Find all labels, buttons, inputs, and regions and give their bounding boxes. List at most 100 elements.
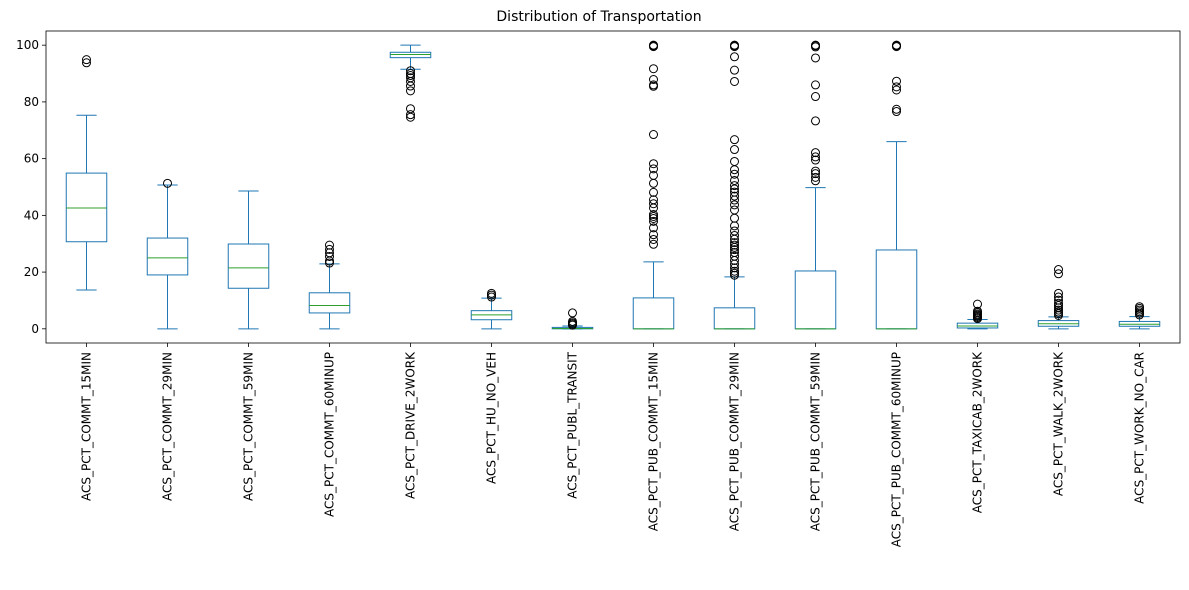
box [65, 172, 108, 243]
outlier-point [973, 299, 982, 309]
outlier-point [649, 159, 658, 169]
outlier-point [811, 172, 820, 182]
outlier-point [730, 175, 739, 185]
outlier-point [730, 213, 739, 223]
outlier-point [730, 238, 739, 248]
outlier-point [568, 308, 577, 318]
x-tick-label: ACS_PCT_COMMT_59MIN [242, 352, 256, 501]
outlier-point [649, 40, 658, 50]
outlier-point [649, 210, 658, 220]
chart-title: Distribution of Transportation [496, 9, 701, 25]
outlier-point [892, 40, 901, 50]
outlier-point [325, 240, 334, 250]
outlier-point [730, 205, 739, 215]
x-tick-label: ACS_PCT_COMMT_60MINUP [323, 352, 337, 517]
outlier-point [649, 130, 658, 140]
outlier-point [1054, 301, 1063, 311]
outlier-point [649, 216, 658, 226]
outlier-point [730, 76, 739, 86]
outlier-point [811, 53, 820, 63]
box-group [389, 44, 432, 122]
outlier-point [730, 240, 739, 250]
box-group [794, 40, 837, 330]
outlier-point [325, 244, 334, 254]
x-tick-label: ACS_PCT_WORK_NO_CAR [1133, 352, 1147, 504]
x-tick-label: ACS_PCT_PUB_COMMT_29MIN [728, 352, 742, 531]
outlier-point [82, 58, 91, 68]
outlier-point [649, 234, 658, 244]
outlier-point [892, 82, 901, 92]
outlier-point [730, 145, 739, 155]
outlier-point [811, 152, 820, 162]
outlier-point [730, 200, 739, 210]
box [713, 307, 756, 330]
outlier-point [730, 40, 739, 50]
outlier-point [892, 104, 901, 114]
outlier-point [1054, 298, 1063, 308]
outlier-point [406, 81, 415, 91]
outlier-point [811, 169, 820, 179]
x-tick-label: ACS_PCT_PUB_COMMT_15MIN [647, 352, 661, 531]
x-tick-label: ACS_PCT_PUBL_TRANSIT [566, 351, 580, 498]
box [308, 292, 351, 314]
outlier-point [730, 135, 739, 145]
outlier-point [1135, 302, 1144, 312]
y-tick-label: 60 [24, 152, 39, 166]
box-group [308, 240, 351, 330]
x-tick-label: ACS_PCT_PUB_COMMT_59MIN [809, 352, 823, 531]
outlier-point [1054, 269, 1063, 279]
outlier-point [811, 148, 820, 158]
outlier-point [568, 316, 577, 326]
outlier-point [1054, 305, 1063, 315]
plot-frame [45, 30, 1181, 344]
y-tick-label: 0 [31, 322, 39, 336]
box-group [551, 308, 594, 330]
outlier-point [811, 155, 820, 165]
outlier-point [82, 55, 91, 65]
outlier-point [649, 170, 658, 180]
box-group [632, 40, 675, 330]
outlier-point [406, 110, 415, 120]
x-tick-label: ACS_PCT_DRIVE_2WORK [404, 351, 418, 499]
outlier-point [1054, 265, 1063, 275]
box-group [65, 55, 108, 291]
x-tick-label: ACS_PCT_WALK_2WORK [1052, 351, 1066, 496]
box [227, 243, 270, 289]
y-tick-label: 40 [24, 208, 39, 222]
outlier-point [406, 69, 415, 79]
outlier-point [406, 86, 415, 96]
outlier-point [325, 251, 334, 261]
outlier-point [406, 73, 415, 83]
box-group [956, 299, 999, 330]
outlier-point [811, 40, 820, 50]
x-tick-label: ACS_PCT_COMMT_29MIN [161, 352, 175, 501]
outlier-point [892, 107, 901, 117]
outlier-point [730, 263, 739, 273]
outlier-point [730, 231, 739, 241]
outlier-point [730, 245, 739, 255]
box-group [1118, 302, 1161, 330]
outlier-point [730, 169, 739, 179]
outlier-point [730, 266, 739, 276]
outlier-point [649, 187, 658, 197]
x-tick-label: ACS_PCT_COMMT_15MIN [80, 352, 94, 501]
outlier-point [730, 165, 739, 175]
box-group [146, 178, 189, 330]
outlier-point [730, 52, 739, 62]
x-tick-label: ACS_PCT_HU_NO_VEH [485, 352, 499, 484]
outlier-point [406, 104, 415, 114]
box-group [875, 40, 918, 330]
outlier-point [730, 156, 739, 166]
y-tick-label: 20 [24, 265, 39, 279]
outlier-point [406, 112, 415, 122]
box [794, 270, 837, 330]
outlier-point [811, 166, 820, 176]
outlier-point [730, 226, 739, 236]
outlier-point [730, 65, 739, 75]
outlier-point [163, 178, 172, 188]
outlier-point [1054, 288, 1063, 298]
outlier-point [730, 187, 739, 197]
outlier-point [811, 92, 820, 102]
outlier-point [649, 164, 658, 174]
